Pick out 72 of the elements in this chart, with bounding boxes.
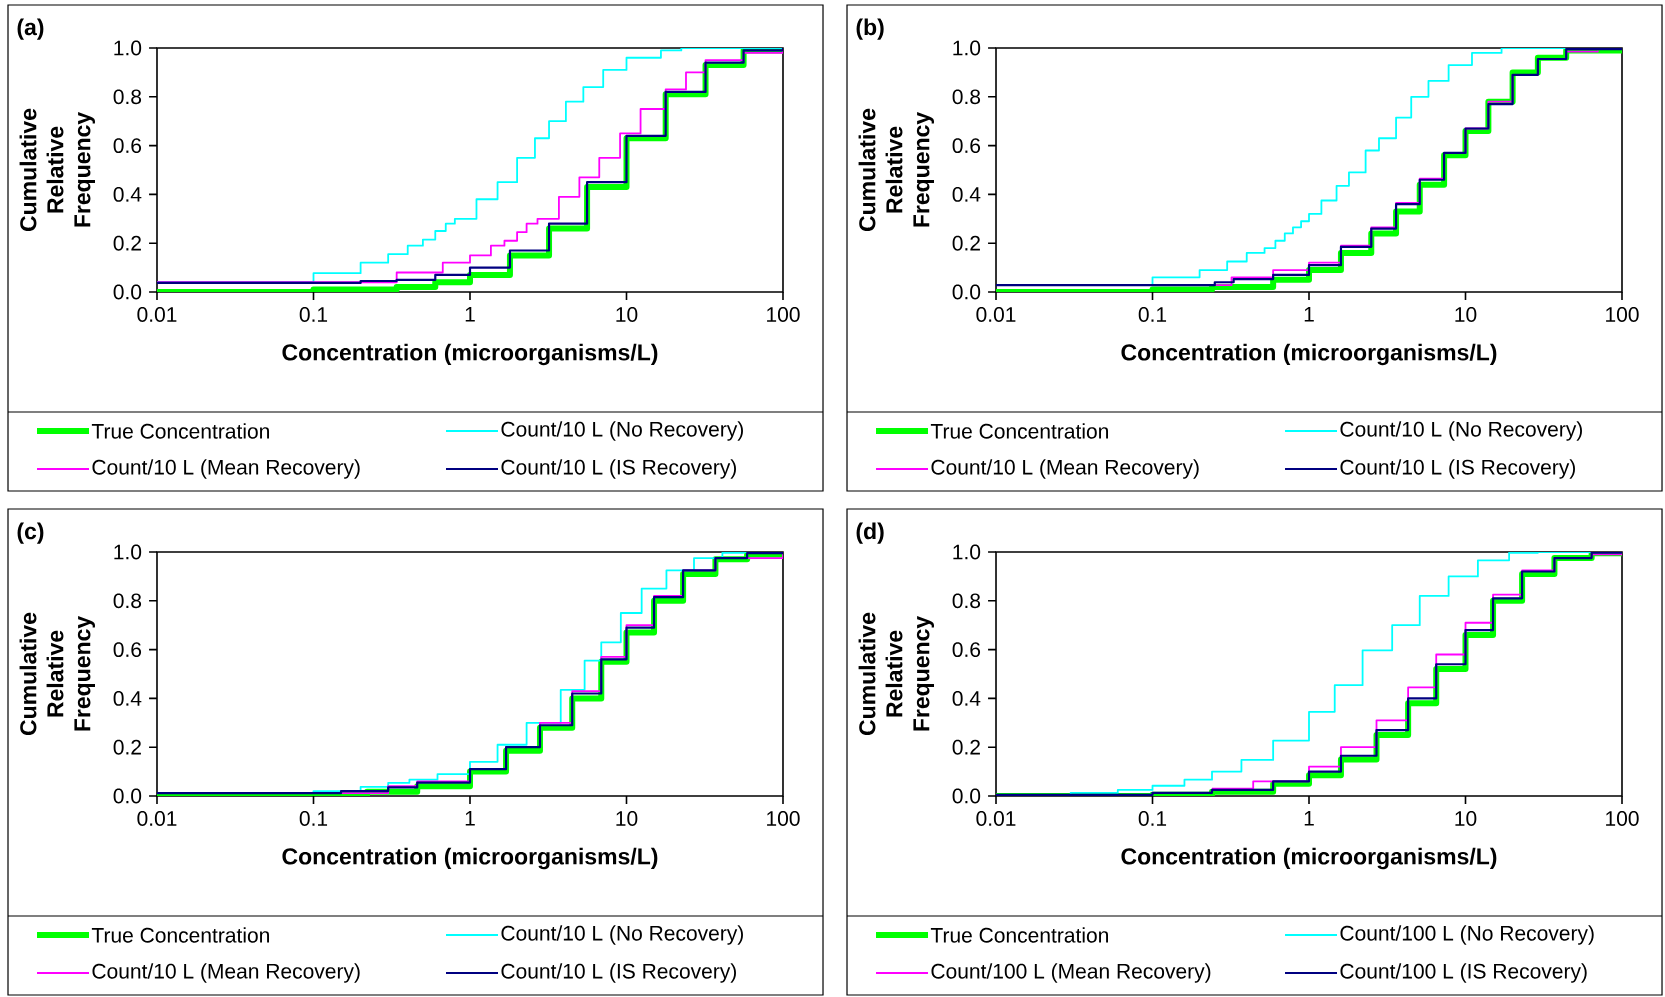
y-tick-label: 0.2 — [952, 235, 980, 251]
legend-label: Count/10 L (IS Recovery) — [1340, 459, 1575, 479]
legend-label: Count/10 L (IS Recovery) — [501, 963, 736, 983]
y-tick-label: 0.2 — [952, 739, 980, 755]
chart-title: (b) — [856, 18, 884, 40]
x-axis-title: Concentration (microorganisms/L) — [282, 847, 658, 870]
chart-title: (a) — [17, 18, 44, 40]
chart-title: (c) — [17, 522, 44, 544]
y-axis-title: Cumulative Relative Frequency — [858, 612, 935, 736]
legend-label: Count/100 L (IS Recovery) — [1340, 963, 1587, 983]
y-tick-label: 0.0 — [113, 284, 142, 300]
y-tick-label: 0.0 — [113, 788, 142, 804]
y-tick-label: 1.0 — [953, 544, 981, 560]
legend-label: True Concentration — [91, 423, 269, 439]
x-tick-label: 0.01 — [137, 307, 177, 322]
x-axis-title: Concentration (microorganisms/L) — [1121, 847, 1497, 870]
x-tick-label: 0.1 — [1138, 811, 1167, 826]
legend-label: Count/10 L (IS Recovery) — [501, 459, 736, 479]
x-tick-label: 0.01 — [976, 307, 1016, 322]
y-tick-label: 0.6 — [113, 642, 142, 658]
x-axis-title: Concentration (microorganisms/L) — [282, 343, 658, 366]
y-axis-title: Cumulative Relative Frequency — [858, 108, 935, 232]
chart-title: (d) — [856, 522, 884, 544]
y-tick-label: 0.2 — [113, 739, 141, 755]
legend-label: True Concentration — [91, 927, 269, 943]
legend-label: Count/100 L (Mean Recovery) — [931, 963, 1211, 983]
y-tick-label: 0.2 — [113, 235, 141, 251]
legend-label: Count/10 L (No Recovery) — [501, 421, 743, 441]
y-tick-label: 0.8 — [113, 89, 142, 105]
y-axis-title: Cumulative Relative Frequency — [19, 612, 95, 736]
legend-label: Count/100 L (No Recovery) — [1340, 925, 1594, 945]
x-axis-title: Concentration (microorganisms/L) — [1121, 343, 1497, 366]
legend-label: True Concentration — [930, 423, 1108, 439]
y-tick-label: 0.4 — [952, 186, 981, 202]
x-tick-label: 1 — [1304, 307, 1314, 322]
legend-label: True Concentration — [930, 927, 1108, 943]
y-tick-label: 0.8 — [113, 593, 142, 609]
x-tick-label: 10 — [1455, 307, 1477, 322]
x-tick-label: 100 — [767, 811, 800, 826]
legend-label: Count/10 L (No Recovery) — [501, 925, 743, 945]
x-tick-label: 0.01 — [137, 811, 177, 826]
x-tick-label: 1 — [465, 307, 475, 322]
x-tick-label: 0.1 — [1138, 307, 1167, 322]
legend-label: Count/10 L (Mean Recovery) — [931, 459, 1199, 479]
y-tick-label: 0.8 — [952, 89, 981, 105]
x-tick-label: 100 — [767, 307, 800, 322]
x-tick-label: 10 — [1455, 811, 1477, 826]
legend-label: Count/10 L (No Recovery) — [1340, 421, 1582, 441]
x-tick-label: 100 — [1606, 307, 1639, 322]
y-tick-label: 1.0 — [114, 40, 142, 56]
y-tick-label: 0.4 — [113, 186, 142, 202]
x-tick-label: 0.1 — [299, 811, 328, 826]
y-tick-label: 0.0 — [952, 284, 981, 300]
y-tick-label: 0.4 — [952, 690, 981, 706]
legend-label: Count/10 L (Mean Recovery) — [92, 963, 360, 983]
y-tick-label: 1.0 — [114, 544, 142, 560]
x-tick-label: 0.1 — [299, 307, 328, 322]
y-tick-label: 0.4 — [113, 690, 142, 706]
y-axis-title: Cumulative Relative Frequency — [19, 108, 95, 232]
y-tick-label: 0.8 — [952, 593, 981, 609]
x-tick-label: 10 — [616, 811, 638, 826]
x-tick-label: 1 — [1304, 811, 1314, 826]
x-tick-label: 0.01 — [976, 811, 1016, 826]
x-tick-label: 1 — [465, 811, 475, 826]
y-tick-label: 0.6 — [952, 642, 981, 658]
y-tick-label: 1.0 — [953, 40, 981, 56]
x-tick-label: 100 — [1606, 811, 1639, 826]
legend-label: Count/10 L (Mean Recovery) — [92, 459, 360, 479]
y-tick-label: 0.6 — [952, 138, 981, 154]
y-tick-label: 0.0 — [952, 788, 981, 804]
x-tick-label: 10 — [616, 307, 638, 322]
y-tick-label: 0.6 — [113, 138, 142, 154]
